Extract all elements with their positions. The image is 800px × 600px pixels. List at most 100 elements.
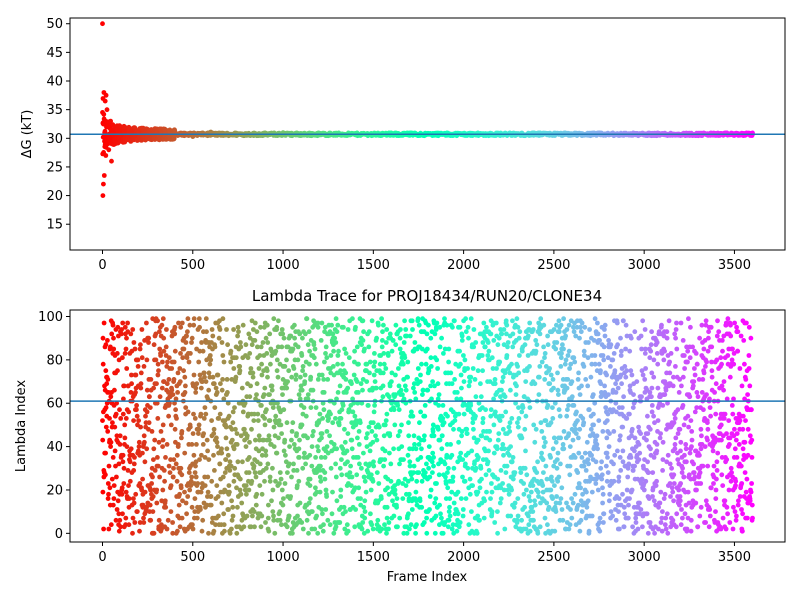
data-point <box>128 390 134 395</box>
data-point <box>100 361 106 367</box>
data-point <box>297 331 303 337</box>
data-point <box>463 316 468 322</box>
data-point <box>300 335 305 341</box>
data-point <box>349 446 355 452</box>
data-point <box>492 520 498 525</box>
data-point <box>146 420 152 426</box>
data-point <box>456 439 461 445</box>
data-point <box>183 500 189 506</box>
data-point <box>366 344 372 350</box>
data-point <box>504 353 510 358</box>
data-point <box>372 351 377 356</box>
data-point <box>381 351 387 356</box>
data-point <box>595 331 601 337</box>
data-point <box>247 351 253 356</box>
data-point <box>568 507 573 512</box>
data-point <box>147 405 153 410</box>
data-point <box>667 461 673 467</box>
data-point <box>339 407 345 413</box>
data-point <box>151 457 156 462</box>
data-point <box>432 500 438 506</box>
data-point <box>320 528 326 534</box>
data-point <box>124 366 130 371</box>
data-point <box>126 483 131 488</box>
data-point <box>208 129 214 135</box>
data-point <box>450 474 456 480</box>
data-point <box>593 481 599 486</box>
data-point <box>124 335 129 341</box>
data-point <box>211 426 217 432</box>
data-point <box>147 502 153 508</box>
x-tick-label: 1500 <box>357 258 390 273</box>
data-point <box>142 459 148 465</box>
data-point <box>454 390 460 395</box>
data-point <box>179 320 185 326</box>
data-point <box>100 418 105 423</box>
data-point <box>279 344 285 350</box>
data-point <box>312 526 318 532</box>
data-point <box>571 329 577 335</box>
data-point <box>467 379 473 384</box>
data-point <box>193 459 199 465</box>
data-point <box>448 370 454 376</box>
data-point <box>219 450 225 456</box>
data-point <box>351 372 357 378</box>
data-point <box>569 496 574 501</box>
data-point <box>423 361 429 367</box>
data-point <box>579 320 585 326</box>
data-point <box>183 383 188 389</box>
data-point <box>678 481 683 486</box>
data-point <box>374 385 379 391</box>
data-point <box>478 394 484 400</box>
data-point <box>246 487 252 493</box>
data-point <box>633 520 639 525</box>
data-point <box>220 377 226 382</box>
data-point <box>177 379 183 384</box>
data-point <box>393 322 399 328</box>
data-point <box>418 409 423 415</box>
data-point <box>458 372 464 378</box>
data-point <box>695 394 701 400</box>
data-point <box>116 461 122 467</box>
data-point <box>479 433 485 439</box>
data-point <box>330 364 336 369</box>
data-point <box>617 455 623 460</box>
data-point <box>313 405 319 410</box>
data-point <box>430 450 436 456</box>
data-point <box>237 364 243 369</box>
data-point <box>602 327 607 332</box>
data-point <box>503 409 509 415</box>
data-point <box>509 459 515 465</box>
data-point <box>651 455 657 460</box>
data-point <box>383 418 389 423</box>
data-point <box>112 387 117 393</box>
data-point <box>620 459 626 465</box>
data-point <box>164 442 170 447</box>
data-point <box>503 470 509 475</box>
data-point <box>165 517 171 523</box>
data-point <box>428 364 434 369</box>
data-point <box>454 396 460 402</box>
data-point <box>262 478 267 484</box>
data-point <box>508 513 514 519</box>
data-point <box>320 511 325 517</box>
data-point <box>306 500 312 506</box>
data-point <box>475 368 481 374</box>
data-point <box>100 437 106 443</box>
data-point <box>120 320 126 326</box>
data-point <box>553 346 559 352</box>
data-point <box>156 439 162 445</box>
data-point <box>376 481 382 486</box>
data-point <box>496 431 502 436</box>
data-point <box>647 390 653 395</box>
data-point <box>489 509 495 514</box>
data-point <box>219 500 225 506</box>
data-point <box>276 318 281 324</box>
data-point <box>686 424 691 430</box>
data-point <box>354 344 360 350</box>
data-point <box>301 405 307 410</box>
data-point <box>157 346 163 352</box>
data-point <box>551 435 557 441</box>
data-point <box>452 318 457 324</box>
data-point <box>142 439 147 445</box>
